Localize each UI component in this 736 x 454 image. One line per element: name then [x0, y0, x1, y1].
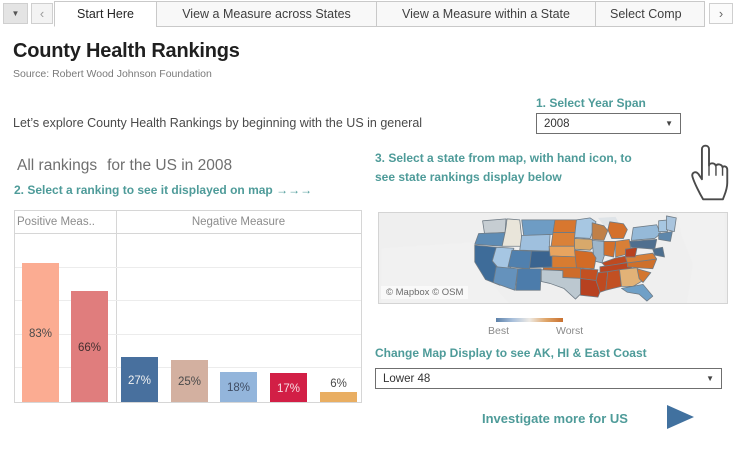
tab-view-measure-across-states[interactable]: View a Measure across States — [156, 1, 377, 27]
state-MI[interactable] — [607, 221, 628, 239]
legend-worst-label: Worst — [556, 325, 584, 337]
state-AL[interactable] — [605, 269, 622, 291]
bar-value-label: 18% — [226, 382, 251, 394]
positive-measure-header: Positive Meas.. — [17, 216, 95, 228]
state-AZ[interactable] — [492, 266, 519, 291]
bar-18%[interactable] — [220, 372, 257, 402]
map-attribution: © Mapbox © OSM — [381, 286, 469, 299]
state-NE[interactable] — [548, 245, 577, 258]
chart-column-headers: Positive Meas.. Negative Measure — [15, 211, 361, 234]
basemap-shape — [677, 213, 725, 303]
state-VA[interactable] — [624, 252, 658, 264]
state-WV[interactable] — [624, 246, 638, 258]
color-legend-gradient — [496, 318, 563, 322]
bar-25%[interactable] — [171, 360, 208, 402]
state-SC[interactable] — [636, 268, 652, 283]
year-span-dropdown[interactable]: 2008 ▼ — [536, 113, 681, 134]
state-WY[interactable] — [519, 234, 551, 252]
tab-scroll-right-button[interactable]: › — [709, 3, 733, 24]
map-display-value: Lower 48 — [383, 372, 431, 385]
state-IN[interactable] — [603, 240, 616, 258]
state-NM[interactable] — [515, 268, 542, 291]
state-WI[interactable] — [591, 222, 609, 241]
source-credit: Source: Robert Wood Johnson Foundation — [13, 68, 212, 80]
year-span-value: 2008 — [544, 117, 570, 130]
us-choropleth-map[interactable]: © Mapbox © OSM — [378, 212, 728, 304]
state-VT[interactable] — [658, 219, 669, 232]
bar-27%[interactable] — [121, 357, 158, 402]
gridline — [15, 300, 361, 302]
gridline — [15, 333, 361, 335]
instruction-step3: 3. Select a state from map, with hand ic… — [375, 151, 632, 184]
state-SD[interactable] — [550, 232, 576, 247]
bar-value-label: 25% — [177, 376, 202, 388]
state-ID[interactable] — [501, 218, 524, 247]
bar-17%[interactable] — [270, 373, 307, 402]
bar-83%[interactable] — [22, 263, 59, 402]
select-arrow-icon: ▼ — [706, 374, 714, 383]
state-OR[interactable] — [474, 232, 506, 247]
play-button[interactable] — [666, 404, 696, 430]
bar-66%[interactable] — [71, 291, 108, 402]
tab-view-measure-within-state[interactable]: View a Measure within a State — [376, 1, 596, 27]
dropdown-arrow-icon: ▼ — [11, 9, 20, 18]
state-PA[interactable] — [628, 239, 658, 250]
gridline — [15, 266, 361, 268]
intro-text: Let’s explore County Health Rankings by … — [13, 116, 423, 130]
investigate-link[interactable]: Investigate more for US — [482, 411, 628, 426]
bar-value-label: 6% — [330, 378, 347, 390]
tab-menu-button[interactable]: ▼ — [3, 3, 28, 24]
state-MO[interactable] — [574, 249, 597, 270]
select-arrow-icon: ▼ — [665, 119, 673, 128]
state-MA[interactable] — [658, 231, 673, 242]
map-display-dropdown[interactable]: Lower 48 ▼ — [375, 368, 722, 389]
map-canvas[interactable] — [379, 213, 727, 303]
tab-scroll-left-button[interactable]: ‹ — [31, 3, 53, 24]
state-FL[interactable] — [621, 284, 654, 302]
bar-6%[interactable] — [320, 392, 357, 402]
bar-value-label: 83% — [28, 327, 53, 340]
state-MS[interactable] — [595, 271, 609, 293]
chevron-right-icon: › — [718, 6, 724, 21]
chart-title: All rankings for the US in 2008 — [17, 157, 233, 174]
page-title: County Health Rankings — [13, 40, 240, 62]
state-LA[interactable] — [579, 278, 601, 298]
state-WA[interactable] — [482, 218, 507, 234]
state-NJ[interactable] — [652, 246, 665, 258]
state-ME[interactable] — [666, 215, 677, 232]
tab-list: Start Here View a Measure across States … — [54, 1, 705, 27]
year-span-label: 1. Select Year Span — [536, 96, 646, 110]
column-divider — [116, 211, 117, 402]
negative-measure-header: Negative Measure — [191, 216, 286, 228]
sheet-tab-bar: ▼ ‹ Start Here View a Measure across Sta… — [0, 0, 736, 27]
state-ND[interactable] — [552, 219, 577, 233]
tab-select-comp[interactable]: Select Comp — [595, 1, 705, 27]
rankings-bar-chart: Positive Meas.. Negative Measure 83% 66% 2… — [14, 210, 362, 403]
bar-value-label: 17% — [276, 382, 301, 395]
chart-plot-area: 83% 66% 27% 25% 18% 17% 6% — [15, 211, 361, 402]
chevron-left-icon: ‹ — [39, 6, 45, 21]
state-MT[interactable] — [521, 219, 556, 236]
state-UT[interactable] — [507, 249, 532, 270]
map-display-label: Change Map Display to see AK, HI & East … — [375, 346, 647, 360]
bar-value-label: 66% — [77, 341, 102, 354]
state-GA[interactable] — [619, 267, 644, 287]
hand-cursor-icon — [691, 144, 729, 201]
bar-value-label: 27% — [127, 374, 152, 387]
legend-best-label: Best — [488, 325, 510, 337]
state-NY[interactable] — [630, 224, 661, 241]
tab-start-here[interactable]: Start Here — [54, 1, 157, 27]
instruction-step2: 2. Select a ranking to see it displayed … — [14, 183, 313, 197]
